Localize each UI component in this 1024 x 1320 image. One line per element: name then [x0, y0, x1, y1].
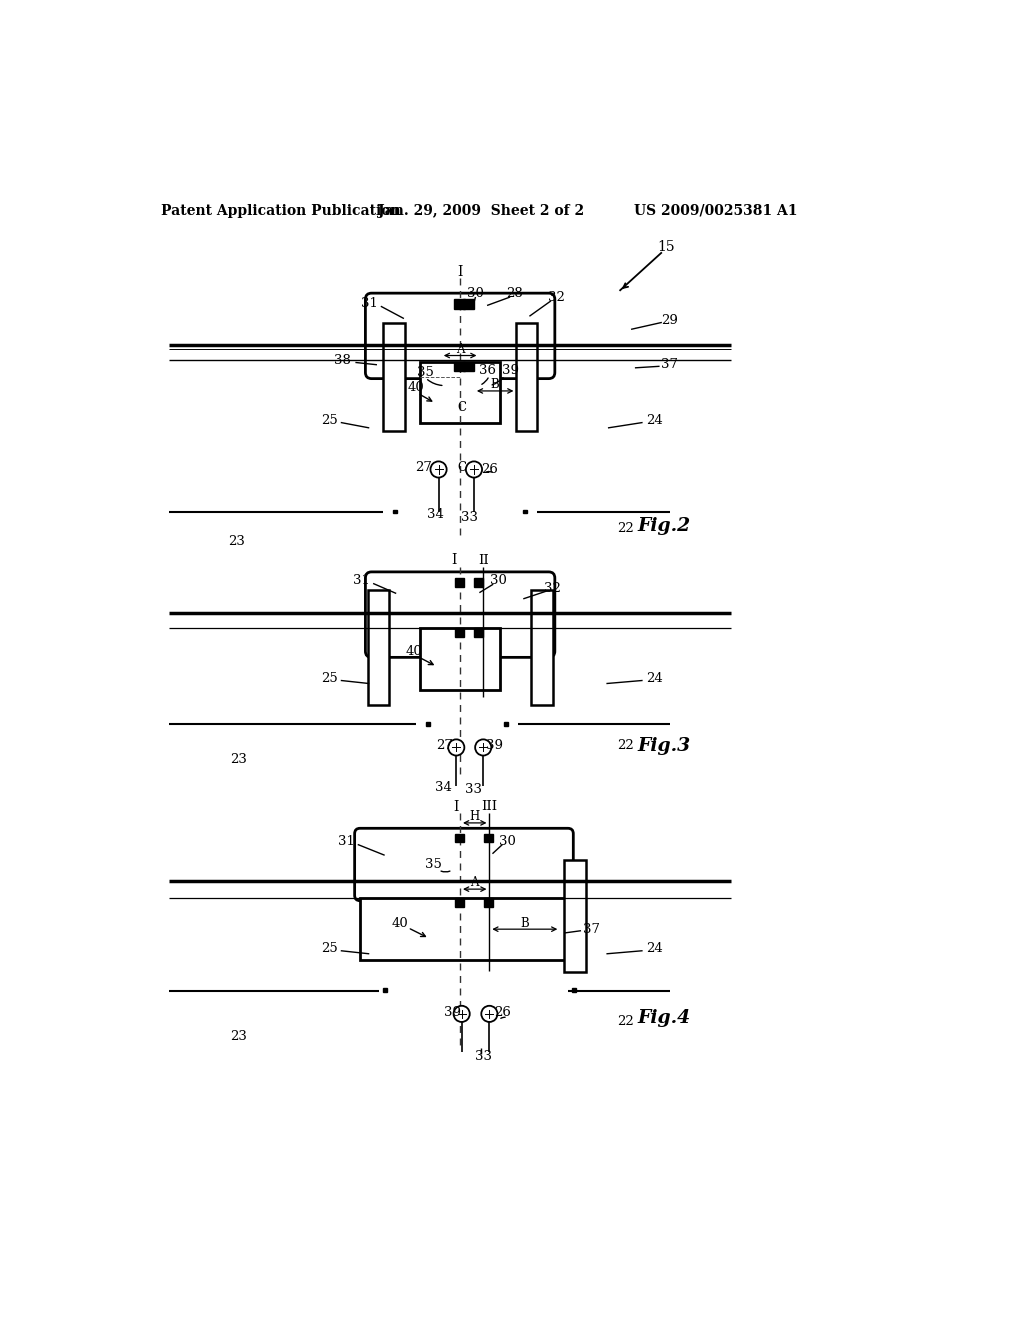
Text: 30: 30: [467, 286, 484, 300]
Text: 22: 22: [617, 739, 634, 752]
Bar: [426, 722, 430, 726]
Text: 37: 37: [662, 358, 678, 371]
Text: I: I: [452, 553, 457, 568]
Text: 26: 26: [494, 1006, 511, 1019]
Text: 33: 33: [466, 783, 482, 796]
Text: 38: 38: [334, 354, 351, 367]
Circle shape: [475, 739, 492, 755]
Text: A: A: [456, 343, 464, 356]
Text: II: II: [478, 554, 488, 566]
Text: 29: 29: [662, 314, 678, 326]
Circle shape: [481, 1006, 498, 1022]
Bar: [368, 590, 389, 705]
Text: Fig.4: Fig.4: [638, 1008, 691, 1027]
Text: 25: 25: [321, 942, 338, 954]
Text: 32: 32: [548, 290, 565, 304]
Text: 31: 31: [360, 297, 378, 310]
Bar: [515, 323, 538, 430]
Text: 23: 23: [228, 535, 246, 548]
Text: 23: 23: [230, 1031, 247, 1044]
Text: 24: 24: [646, 942, 663, 954]
Circle shape: [430, 462, 446, 478]
Text: B: B: [520, 916, 529, 929]
Text: Jan. 29, 2009  Sheet 2 of 2: Jan. 29, 2009 Sheet 2 of 2: [378, 203, 584, 218]
Text: 39: 39: [502, 363, 519, 376]
Text: 26: 26: [481, 463, 498, 477]
Bar: [523, 510, 527, 513]
Bar: [393, 510, 397, 513]
FancyBboxPatch shape: [366, 572, 555, 657]
Text: 31: 31: [338, 834, 354, 847]
Text: 34: 34: [427, 508, 444, 520]
Bar: [383, 989, 387, 993]
Circle shape: [449, 739, 464, 755]
Text: 31: 31: [353, 574, 370, 587]
Text: B: B: [490, 379, 500, 391]
Text: 24: 24: [646, 672, 663, 685]
Text: I: I: [458, 265, 463, 280]
Text: 22: 22: [617, 1015, 634, 1028]
Text: 25: 25: [321, 413, 338, 426]
Text: 22: 22: [617, 523, 634, 536]
Bar: [571, 989, 575, 993]
Text: C: C: [457, 401, 466, 414]
Text: 40: 40: [406, 644, 422, 657]
Bar: [420, 628, 500, 689]
Text: 32: 32: [544, 582, 561, 594]
Text: 23: 23: [230, 754, 247, 767]
Bar: [531, 590, 553, 705]
Circle shape: [454, 1006, 470, 1022]
Text: C: C: [457, 462, 466, 474]
Bar: [484, 899, 494, 907]
Text: H: H: [470, 810, 480, 824]
FancyBboxPatch shape: [354, 829, 573, 900]
Bar: [455, 834, 464, 842]
Text: 37: 37: [583, 923, 599, 936]
Bar: [454, 300, 465, 309]
Bar: [455, 899, 464, 907]
Bar: [454, 362, 465, 371]
Text: 39: 39: [444, 1006, 461, 1019]
Text: Fig.2: Fig.2: [638, 516, 691, 535]
Bar: [484, 834, 494, 842]
Text: 15: 15: [657, 240, 675, 253]
Text: I: I: [454, 800, 459, 813]
Text: III: III: [481, 800, 498, 813]
Text: A: A: [470, 876, 479, 890]
Text: 24: 24: [646, 413, 663, 426]
Bar: [474, 578, 483, 586]
Text: Patent Application Publication: Patent Application Publication: [161, 203, 400, 218]
Text: 36: 36: [478, 363, 496, 376]
Text: 25: 25: [321, 672, 338, 685]
Text: 27: 27: [436, 739, 454, 752]
Bar: [420, 362, 500, 424]
Bar: [383, 323, 404, 430]
Bar: [360, 899, 568, 960]
Text: 40: 40: [392, 916, 409, 929]
Text: 30: 30: [490, 574, 507, 587]
Bar: [455, 578, 464, 586]
Text: 33: 33: [475, 1049, 492, 1063]
Bar: [463, 300, 474, 309]
Text: 35: 35: [417, 366, 434, 379]
Circle shape: [466, 462, 482, 478]
Text: 35: 35: [425, 858, 441, 871]
Text: 40: 40: [408, 381, 424, 395]
Bar: [474, 628, 483, 636]
Text: 30: 30: [500, 834, 516, 847]
Text: 39: 39: [486, 739, 503, 752]
Text: 27: 27: [415, 462, 431, 474]
Bar: [455, 628, 464, 636]
Text: 34: 34: [435, 781, 452, 795]
Text: US 2009/0025381 A1: US 2009/0025381 A1: [634, 203, 798, 218]
Text: Fig.3: Fig.3: [638, 737, 691, 755]
Text: 28: 28: [506, 286, 522, 300]
Bar: [564, 859, 586, 972]
Bar: [463, 362, 474, 371]
FancyBboxPatch shape: [366, 293, 555, 379]
Text: 33: 33: [461, 511, 478, 524]
Bar: [504, 722, 508, 726]
